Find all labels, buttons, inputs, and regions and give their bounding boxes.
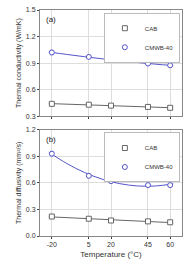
svg-text:5: 5 <box>87 241 91 248</box>
svg-text:Thermal conductivity (W/mK): Thermal conductivity (W/mK) <box>15 18 23 108</box>
svg-text:0.0: 0.0 <box>26 232 36 239</box>
svg-text:-20: -20 <box>47 241 57 248</box>
svg-text:0.9: 0.9 <box>26 153 36 160</box>
svg-text:CMWB-40: CMWB-40 <box>145 164 173 170</box>
svg-text:CAB: CAB <box>145 26 157 32</box>
svg-text:CMWB-40: CMWB-40 <box>145 45 173 51</box>
svg-text:Temperature (°C): Temperature (°C) <box>80 250 142 259</box>
svg-text:0.3: 0.3 <box>26 113 36 120</box>
svg-text:1.5: 1.5 <box>26 6 36 13</box>
svg-text:1.2: 1.2 <box>26 126 36 133</box>
svg-text:0.6: 0.6 <box>26 179 36 186</box>
svg-text:1.2: 1.2 <box>26 33 36 40</box>
svg-text:0.6: 0.6 <box>26 86 36 93</box>
svg-text:60: 60 <box>166 241 174 248</box>
svg-text:0.9: 0.9 <box>26 60 36 67</box>
svg-text:(b): (b) <box>46 135 56 144</box>
svg-text:CAB: CAB <box>145 145 157 151</box>
svg-text:(a): (a) <box>46 15 56 24</box>
svg-text:45: 45 <box>144 241 152 248</box>
svg-text:Thermal diffusivity (mm²/s): Thermal diffusivity (mm²/s) <box>15 142 23 224</box>
svg-text:20: 20 <box>107 241 115 248</box>
svg-text:0.3: 0.3 <box>26 206 36 213</box>
